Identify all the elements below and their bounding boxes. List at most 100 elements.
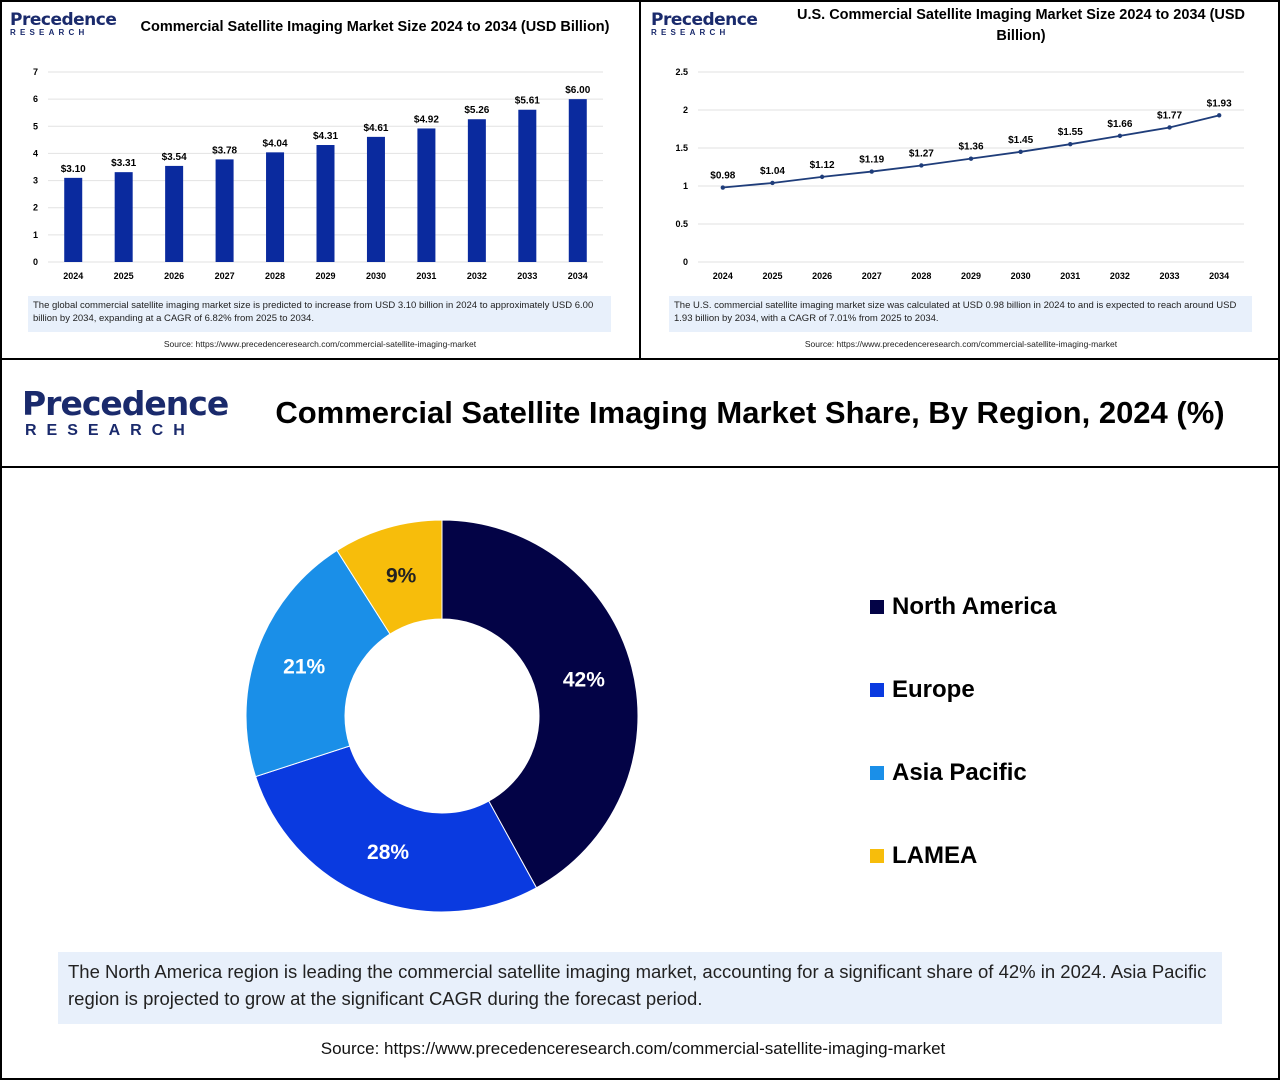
- point-data-label: $1.93: [1207, 98, 1232, 109]
- legend-label: Europe: [892, 675, 975, 703]
- y-tick-label: 7: [33, 67, 38, 77]
- global-chart-source: Source: https://www.precedenceresearch.c…: [163, 339, 477, 349]
- bar-data-label: $4.61: [363, 123, 388, 134]
- x-tick-label: 2024: [713, 271, 733, 281]
- y-tick-label: 2.5: [675, 67, 688, 77]
- legend-item: Asia Pacific: [870, 731, 1056, 814]
- point-data-label: $1.77: [1157, 110, 1182, 121]
- bar-data-label: $4.04: [263, 138, 288, 149]
- bar: [518, 109, 537, 262]
- line-point: [770, 180, 775, 186]
- point-data-label: $1.04: [760, 166, 785, 177]
- global-chart-note: The global commercial satellite imaging …: [28, 296, 611, 332]
- point-data-label: $1.55: [1058, 127, 1083, 138]
- bar-chart-svg: 0 1 2 3 4 5 6 7 $3.10 2024 $3.31 2025 $3.54 2026 $3.78…: [33, 67, 603, 281]
- region-header-band: Precedence RESEARCH Commercial Satellite…: [0, 360, 1280, 468]
- point-data-label: $1.19: [859, 155, 884, 166]
- point-data-label: $1.36: [958, 142, 983, 153]
- bar-data-label: $3.10: [61, 164, 86, 175]
- bar-data-label: $3.31: [111, 158, 136, 169]
- legend-item: LAMEA: [870, 814, 1056, 897]
- x-tick-label: 2032: [1110, 271, 1130, 281]
- bar-data-label: $5.61: [515, 96, 540, 107]
- y-tick-label: 6: [33, 94, 38, 104]
- x-tick-label: 2029: [961, 271, 981, 281]
- x-tick-label: 2025: [762, 271, 782, 281]
- global-chart-title: Commercial Satellite Imaging Market Size…: [140, 19, 610, 35]
- line-point: [819, 174, 825, 180]
- x-tick-label: 2032: [467, 271, 487, 281]
- us-line-chart: 0 0.5 1 1.5 2 2.5 $0.98 2024 $1.04 2025 $1.12 2026 $…: [641, 52, 1280, 292]
- bar: [417, 128, 436, 262]
- legend-swatch: [870, 599, 884, 614]
- us-chart-title: U.S. Commercial Satellite Imaging Market…: [796, 7, 1246, 44]
- y-tick-label: 4: [33, 148, 38, 158]
- bar: [467, 119, 486, 262]
- bar-data-label: $4.92: [414, 114, 439, 125]
- donut-legend: North America Europe Asia Pacific LAMEA: [870, 565, 1056, 897]
- point-data-label: $1.66: [1107, 119, 1132, 130]
- line-point: [1018, 149, 1023, 154]
- region-summary: The North America region is leading the …: [58, 952, 1222, 1024]
- y-tick-label: 1: [683, 181, 688, 191]
- bar: [64, 177, 83, 262]
- bar-data-label: $5.26: [464, 105, 489, 116]
- bar: [215, 159, 234, 262]
- line-chart-svg: 0 0.5 1 1.5 2 2.5 $0.98 2024 $1.04 2025 $1.12 2026 $…: [675, 67, 1244, 281]
- logo-sub: RESEARCH: [25, 422, 195, 439]
- x-tick-label: 2034: [1209, 271, 1229, 281]
- bar: [316, 145, 335, 262]
- region-source: Source: https://www.precedenceresearch.c…: [320, 1039, 946, 1058]
- region-chart-title: Commercial Satellite Imaging Market Shar…: [275, 395, 1225, 430]
- region-donut-area: 42% 28% 21% 9% North America Europe Asia Paci…: [0, 470, 1280, 940]
- legend-swatch: [870, 682, 884, 697]
- logo-word: Precedence: [651, 10, 758, 30]
- slice-data-label: 9%: [386, 564, 417, 587]
- point-data-label: $1.12: [810, 160, 835, 171]
- x-tick-label: 2028: [911, 271, 931, 281]
- legend-label: Asia Pacific: [892, 758, 1027, 786]
- precedence-logo: Precedence RESEARCH: [10, 10, 120, 37]
- x-tick-label: 2026: [812, 271, 832, 281]
- slice-data-label: 28%: [367, 841, 409, 864]
- bar: [568, 99, 587, 262]
- us-chart-note: The U.S. commercial satellite imaging ma…: [669, 296, 1252, 332]
- x-tick-label: 2031: [416, 271, 436, 281]
- line-point: [1216, 113, 1222, 118]
- global-market-panel: Precedence RESEARCH Commercial Satellite…: [0, 0, 640, 360]
- line-point: [1117, 133, 1123, 139]
- us-market-panel: Precedence RESEARCH U.S. Commercial Sate…: [640, 0, 1280, 360]
- y-tick-label: 0: [683, 257, 688, 267]
- x-tick-label: 2027: [215, 271, 235, 281]
- donut-slice: [254, 745, 538, 913]
- point-data-label: $1.27: [909, 148, 934, 159]
- legend-item: North America: [870, 565, 1056, 648]
- line-point: [720, 185, 726, 190]
- bar: [366, 136, 385, 262]
- slice-data-label: 21%: [283, 655, 325, 678]
- legend-label: LAMEA: [892, 841, 978, 869]
- x-tick-label: 2028: [265, 271, 285, 281]
- x-tick-label: 2029: [315, 271, 335, 281]
- bar-data-label: $6.00: [565, 85, 590, 96]
- line-point: [968, 156, 974, 161]
- line-point: [1068, 142, 1073, 147]
- x-tick-label: 2024: [63, 271, 83, 281]
- x-tick-label: 2030: [366, 271, 386, 281]
- x-tick-label: 2025: [114, 271, 134, 281]
- global-bar-chart: 0 1 2 3 4 5 6 7 $3.10 2024 $3.31 2025 $3.54 2026 $3.78…: [0, 52, 640, 292]
- donut-chart-svg: 42% 28% 21% 9%: [245, 519, 639, 913]
- donut-slice: [441, 519, 639, 889]
- legend-label: North America: [892, 592, 1057, 620]
- x-tick-label: 2026: [164, 271, 184, 281]
- bar-data-label: $3.78: [212, 145, 237, 156]
- x-tick-label: 2027: [862, 271, 882, 281]
- bar: [114, 172, 133, 262]
- y-tick-label: 0: [33, 257, 38, 267]
- y-tick-label: 2: [33, 203, 38, 213]
- bar: [165, 165, 184, 262]
- precedence-logo-large: Precedence RESEARCH: [22, 386, 229, 440]
- x-tick-label: 2034: [568, 271, 588, 281]
- y-tick-label: 2: [683, 105, 688, 115]
- logo-word: Precedence: [10, 10, 117, 30]
